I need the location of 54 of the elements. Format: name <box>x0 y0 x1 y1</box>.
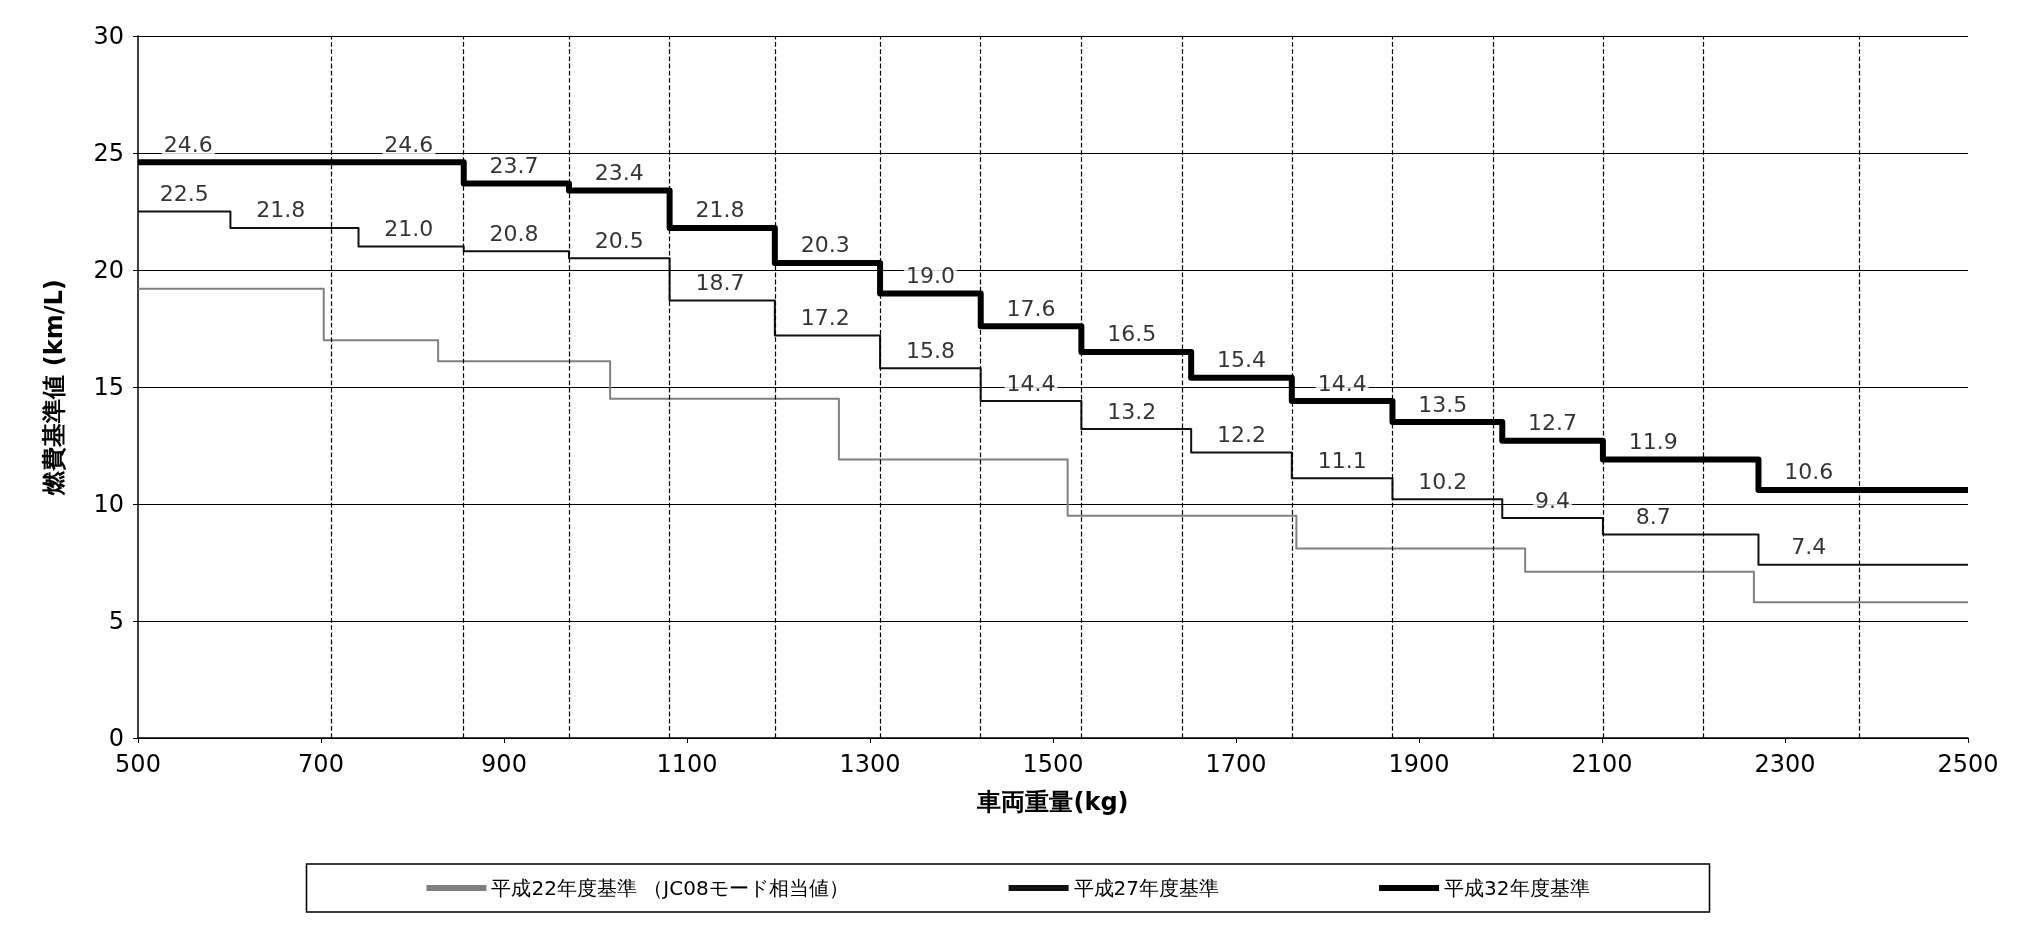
data-label: 20.8 <box>489 220 539 246</box>
y-tick-label: 30 <box>93 22 124 50</box>
data-label: 15.8 <box>905 337 955 363</box>
data-label: 23.4 <box>594 159 644 185</box>
legend-label: 平成27年度基準 <box>1073 876 1220 900</box>
data-label: 23.7 <box>489 152 539 178</box>
y-tick-label: 20 <box>93 256 124 284</box>
y-tick-label: 15 <box>93 373 124 401</box>
data-label: 22.5 <box>159 181 209 206</box>
data-label: 20.5 <box>594 227 644 253</box>
data-label: 18.7 <box>695 269 745 295</box>
data-label: 15.4 <box>1217 347 1266 373</box>
data-label: 17.6 <box>1006 295 1056 321</box>
x-tick-label: 2100 <box>1571 750 1633 778</box>
x-tick-label: 1100 <box>656 750 718 778</box>
data-label: 20.3 <box>800 232 850 258</box>
x-tick-label: 2300 <box>1754 750 1816 778</box>
x-tick-label: 1700 <box>1205 750 1267 778</box>
data-label: 17.2 <box>800 305 850 331</box>
data-label: 10.6 <box>1784 459 1834 485</box>
data-label: 14.4 <box>1317 370 1367 396</box>
y-tick-label: 0 <box>108 724 124 752</box>
data-label: 12.2 <box>1217 422 1266 448</box>
data-label: 21.8 <box>256 197 306 223</box>
data-label: 13.5 <box>1418 391 1468 417</box>
data-label: 10.2 <box>1418 468 1468 494</box>
y-tick-label: 25 <box>93 139 124 167</box>
data-label: 19.0 <box>905 262 955 288</box>
data-label: 21.0 <box>384 216 434 242</box>
x-tick-label: 500 <box>115 750 161 778</box>
x-tick-label: 1500 <box>1022 750 1084 778</box>
data-label: 7.4 <box>1791 534 1827 560</box>
y-axis-title: 燃費基準値 (km/L) <box>40 279 68 496</box>
data-label: 8.7 <box>1635 503 1671 529</box>
data-label: 12.7 <box>1528 410 1578 436</box>
y-tick-label: 5 <box>108 607 124 635</box>
x-tick-label: 2500 <box>1937 750 1999 778</box>
data-label: 24.6 <box>384 131 434 157</box>
data-label: 11.9 <box>1628 429 1678 455</box>
y-tick-label: 10 <box>93 490 124 518</box>
data-label: 21.8 <box>695 197 745 223</box>
data-label: 13.2 <box>1107 398 1157 424</box>
data-label: 24.6 <box>163 131 213 157</box>
legend-label: 平成32年度基準 <box>1444 876 1590 900</box>
x-tick-label: 700 <box>298 750 344 778</box>
x-axis-title: 車両重量(kg) <box>976 788 1129 816</box>
legend-label: 平成22年度基準 （JC08モード相当値） <box>491 876 849 900</box>
x-tick-label: 900 <box>481 750 527 778</box>
data-label: 14.4 <box>1006 370 1056 396</box>
x-tick-label: 1900 <box>1388 750 1450 778</box>
x-tick-label: 1300 <box>839 750 901 778</box>
data-label: 16.5 <box>1107 321 1157 347</box>
data-label: 11.1 <box>1317 447 1367 473</box>
data-label: 9.4 <box>1535 487 1571 513</box>
